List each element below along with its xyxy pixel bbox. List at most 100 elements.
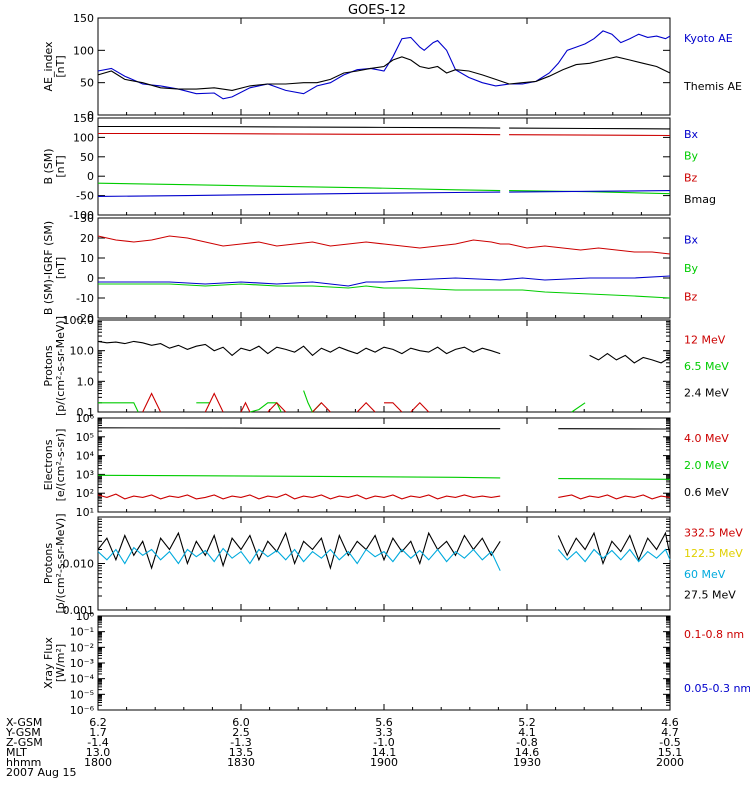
y-axis-label: Xray Flux[W/m²] <box>42 637 67 689</box>
date-label: 2007 Aug 15 <box>6 766 76 779</box>
series-12-mev-line <box>268 403 286 412</box>
legend-entry: 332.5 MeV <box>684 527 743 540</box>
series-2-4-mev-line <box>590 354 670 363</box>
series-4-0-mev-line <box>558 495 670 499</box>
y-axis-label-line: [nT] <box>54 155 67 177</box>
y-tick-label: 10⁴ <box>76 450 95 463</box>
y-axis-label: AE_index[nT] <box>42 41 67 92</box>
legend-entry: 2.0 MeV <box>684 459 729 472</box>
legend-entry: 6.5 MeV <box>684 360 729 373</box>
y-axis-label: B (SM)[nT] <box>42 148 67 184</box>
y-tick-label: 150 <box>73 12 94 25</box>
y-axis-label: B (SM)-IGRF (SM)[nT] <box>42 221 67 315</box>
legend-entry: 122.5 MeV <box>684 547 743 560</box>
panel-frame <box>98 616 670 710</box>
series-12-mev-line <box>143 394 161 413</box>
plot-title: GOES-12 <box>348 3 406 18</box>
y-tick-label: 150 <box>73 112 94 125</box>
series-bx-line <box>98 192 500 196</box>
y-tick-label: 10⁻² <box>70 641 94 654</box>
y-tick-label: 10⁵ <box>76 431 94 444</box>
legend-entry: 60 MeV <box>684 568 726 581</box>
panel-frame <box>98 320 670 412</box>
series-6-5-mev-line <box>304 391 322 412</box>
panel-frame <box>98 517 670 610</box>
y-tick-label: 10⁰ <box>76 610 95 623</box>
x-tick-label: 2000 <box>656 756 684 769</box>
y-tick-label: 10² <box>76 487 94 500</box>
series-60-mev-line <box>558 550 670 562</box>
x-tick-label: 1930 <box>513 756 541 769</box>
series-12-mev-line <box>241 403 250 412</box>
legend-entry: By <box>684 262 699 275</box>
y-axis-label-line: [e/(cm²-s-sr)] <box>54 429 67 502</box>
x-tick-label: 1900 <box>370 756 398 769</box>
series-bmag-line <box>509 128 670 129</box>
y-tick-label: 0.010 <box>63 558 95 571</box>
panel-6: 0.0010.010Protons[p/(cm²-s-sr-MeV)]332.5… <box>42 514 743 618</box>
legend-entry: By <box>684 150 699 163</box>
series-2-0-mev-line <box>558 479 670 480</box>
y-tick-label: 50 <box>80 77 94 90</box>
y-axis-label: Protons[p/(cm²-s-sr-MeV)] <box>42 514 67 614</box>
series-bz-line <box>509 135 670 136</box>
series-6-5-mev-line <box>250 403 281 412</box>
series-by-line <box>98 284 670 298</box>
series-by-line <box>98 183 500 190</box>
legend-entry: Themis AE <box>683 80 742 93</box>
y-tick-label: 0 <box>87 170 94 183</box>
series-2-0-mev-line <box>98 475 500 478</box>
x-tick-label: 1800 <box>84 756 112 769</box>
y-tick-label: 10 <box>80 252 94 265</box>
y-tick-label: 100 <box>73 44 94 57</box>
y-tick-label: 50 <box>80 151 94 164</box>
y-axis-label: Electrons[e/(cm²-s-sr)] <box>42 429 67 502</box>
legend-entry: Bx <box>684 128 699 141</box>
legend-entry: Kyoto AE <box>684 32 733 45</box>
legend-entry: 0.6 MeV <box>684 486 729 499</box>
y-tick-label: 10.0 <box>70 345 95 358</box>
legend-entry: 27.5 MeV <box>684 589 736 602</box>
series-bz-line <box>98 134 500 135</box>
series-27-5-mev-line <box>558 533 670 563</box>
y-tick-label: 20 <box>80 232 94 245</box>
legend-entry: Bx <box>684 233 699 246</box>
y-tick-label: 10⁻⁴ <box>70 673 95 686</box>
legend-entry: Bmag <box>684 193 716 206</box>
y-tick-label: 100.0 <box>63 314 95 327</box>
y-tick-label: 0 <box>87 272 94 285</box>
series-12-mev-line <box>357 403 375 412</box>
panel-4: 0.11.010.0100.0Protons[p/(cm²-s-sr-MeV)]… <box>42 314 729 419</box>
y-axis-label-line: [p/(cm²-s-sr-MeV)] <box>54 514 67 614</box>
panel-5: 10¹ 10² 10³ 10⁴ 10⁵ 10⁶ Electrons[e/(cm²-s-sr)… <box>42 412 729 519</box>
y-axis-label-line: [nT] <box>54 55 67 77</box>
y-axis-label-line: [p/(cm²-s-sr-MeV)] <box>54 316 67 416</box>
y-axis-label: Protons[p/(cm²-s-sr-MeV)] <box>42 316 67 416</box>
legend-entry: Bz <box>684 171 698 184</box>
y-tick-label: 100 <box>73 131 94 144</box>
legend-entry: Bz <box>684 291 698 304</box>
legend-entry: 4.0 MeV <box>684 432 729 445</box>
y-tick-label: 10⁶ <box>76 412 95 425</box>
y-tick-label: 10⁻⁵ <box>70 688 94 701</box>
y-tick-label: 10³ <box>76 468 94 481</box>
series-2-4-mev-line <box>98 341 500 355</box>
series-27-5-mev-line <box>98 533 500 568</box>
y-tick-label: 10¹ <box>76 506 94 519</box>
y-tick-label: -50 <box>76 190 94 203</box>
series-bmag-line <box>98 127 500 129</box>
series-4-0-mev-line <box>98 494 500 499</box>
legend-entry: 12 MeV <box>684 334 726 347</box>
y-tick-label: 10⁻³ <box>70 657 94 670</box>
panel-frame <box>98 218 670 318</box>
y-tick-label: -10 <box>76 292 94 305</box>
y-axis-label-line: [W/m²] <box>54 644 67 682</box>
series-bz-line <box>98 236 670 254</box>
legend-entry: 0.05-0.3 nm <box>684 682 750 695</box>
y-tick-label: 10⁻¹ <box>70 626 94 639</box>
